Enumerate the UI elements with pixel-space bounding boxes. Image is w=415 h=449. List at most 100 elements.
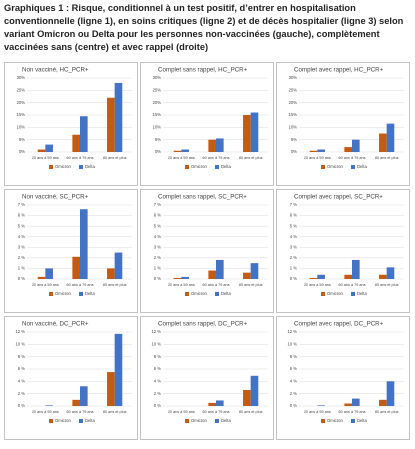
bar [309, 150, 318, 152]
bar [250, 263, 259, 279]
y-tick-label: 2 % [18, 391, 25, 396]
x-tick-label: 60 ans à 79 ans [338, 410, 365, 414]
y-tick-label: 7 % [290, 202, 297, 207]
bar [114, 82, 123, 152]
bar [379, 399, 387, 406]
y-tick-label: 0% [291, 149, 297, 154]
y-tick-label: 10 % [15, 341, 25, 346]
y-tick-label: 15% [17, 112, 26, 117]
bar [45, 405, 53, 406]
legend-swatch [79, 419, 83, 423]
y-tick-label: 6 % [154, 213, 161, 218]
bar [216, 138, 224, 152]
x-tick-label: 80 ans et plus [239, 156, 263, 160]
y-tick-label: 20% [289, 100, 298, 105]
y-tick-label: 20% [153, 100, 162, 105]
x-tick-label: 60 ans à 79 ans [338, 156, 365, 160]
legend-swatch [49, 292, 53, 296]
y-tick-label: 4 % [154, 378, 161, 383]
y-tick-label: 10% [153, 124, 162, 129]
bar [243, 115, 251, 152]
bar [250, 375, 259, 406]
legend-swatch [49, 165, 53, 169]
y-tick-label: 0 % [154, 276, 161, 281]
y-tick-label: 6 % [290, 213, 297, 218]
bar [107, 372, 115, 406]
chart-title: Complet avec rappel, SC_PCR+ [294, 194, 383, 201]
legend-swatch [321, 419, 325, 423]
bar [386, 381, 395, 406]
y-tick-label: 1 % [18, 266, 25, 271]
bar [80, 209, 88, 279]
bar [181, 276, 189, 279]
legend-swatch [215, 419, 219, 423]
legend-swatch [49, 419, 53, 423]
legend-label: Omicron [191, 418, 207, 423]
y-tick-label: 0 % [290, 276, 297, 281]
x-tick-label: 60 ans à 79 ans [202, 283, 229, 287]
x-tick-label: 20 ans à 59 ans [304, 410, 331, 414]
chart-panel: Complet avec rappel, DC_PCR+ 0 % 2 % 4 % 6 %… [276, 316, 410, 440]
legend-label: Delta [357, 164, 367, 169]
legend-swatch [351, 292, 355, 296]
y-tick-label: 7 % [18, 202, 25, 207]
bar [45, 144, 53, 152]
chart-panel: Non vacciné, SC_PCR+ 0 % 1 % 2 % 3 % 4 % 5 % 6 … [4, 189, 138, 313]
chart-title: Non vacciné, DC_PCR+ [22, 321, 89, 328]
legend-swatch [321, 165, 325, 169]
x-tick-label: 60 ans à 79 ans [66, 283, 93, 287]
x-tick-label: 80 ans et plus [239, 283, 263, 287]
y-tick-label: 10% [289, 124, 298, 129]
chart-title: Complet sans rappel, DC_PCR+ [158, 321, 248, 328]
y-tick-label: 15% [289, 112, 298, 117]
bar [208, 402, 216, 406]
x-tick-label: 80 ans et plus [103, 283, 127, 287]
y-tick-label: 5 % [290, 223, 297, 228]
y-tick-label: 5 % [154, 223, 161, 228]
legend-swatch [185, 165, 189, 169]
y-tick-label: 2 % [18, 255, 25, 260]
y-tick-label: 30% [17, 75, 26, 80]
y-tick-label: 10% [17, 124, 26, 129]
legend-swatch [351, 419, 355, 423]
bar [80, 386, 88, 406]
x-tick-label: 80 ans et plus [375, 283, 399, 287]
legend-swatch [79, 165, 83, 169]
bar [250, 112, 259, 152]
y-tick-label: 25% [289, 87, 298, 92]
y-tick-label: 12 % [287, 329, 297, 334]
legend-label: Delta [357, 291, 367, 296]
chart-title: Non vacciné, SC_PCR+ [22, 194, 89, 201]
y-tick-label: 2 % [154, 391, 161, 396]
y-tick-label: 8 % [154, 354, 161, 359]
y-tick-label: 8 % [18, 354, 25, 359]
y-tick-label: 0% [155, 149, 161, 154]
bar [107, 97, 115, 152]
y-tick-label: 30% [153, 75, 162, 80]
legend-label: Omicron [55, 291, 71, 296]
bar [243, 389, 251, 406]
y-tick-label: 2 % [154, 255, 161, 260]
bar [216, 259, 224, 279]
y-tick-label: 12 % [151, 329, 161, 334]
legend-label: Omicron [191, 164, 207, 169]
bar [352, 398, 360, 406]
bar [317, 274, 325, 279]
legend-label: Delta [221, 418, 231, 423]
chart-panel: Complet avec rappel, SC_PCR+ 0 % 1 % 2 % 3 %… [276, 189, 410, 313]
chart-panel: Non vacciné, DC_PCR+ 0 % 2 % 4 % 6 % 8 % 10 % 1… [4, 316, 138, 440]
y-tick-label: 1 % [290, 266, 297, 271]
chart-title: Complet avec rappel, DC_PCR+ [294, 321, 384, 328]
legend-label: Delta [85, 418, 95, 423]
bar [72, 256, 80, 279]
y-tick-label: 0% [19, 149, 25, 154]
legend-label: Delta [85, 291, 95, 296]
x-tick-label: 80 ans et plus [375, 410, 399, 414]
chart-panel: Complet avec rappel, HC_PCR+ 0% 5% 10% 15% 20… [276, 62, 410, 186]
bar [37, 276, 46, 279]
bar [344, 274, 352, 279]
bar [344, 147, 352, 152]
bar [173, 150, 182, 152]
bar [72, 134, 80, 152]
